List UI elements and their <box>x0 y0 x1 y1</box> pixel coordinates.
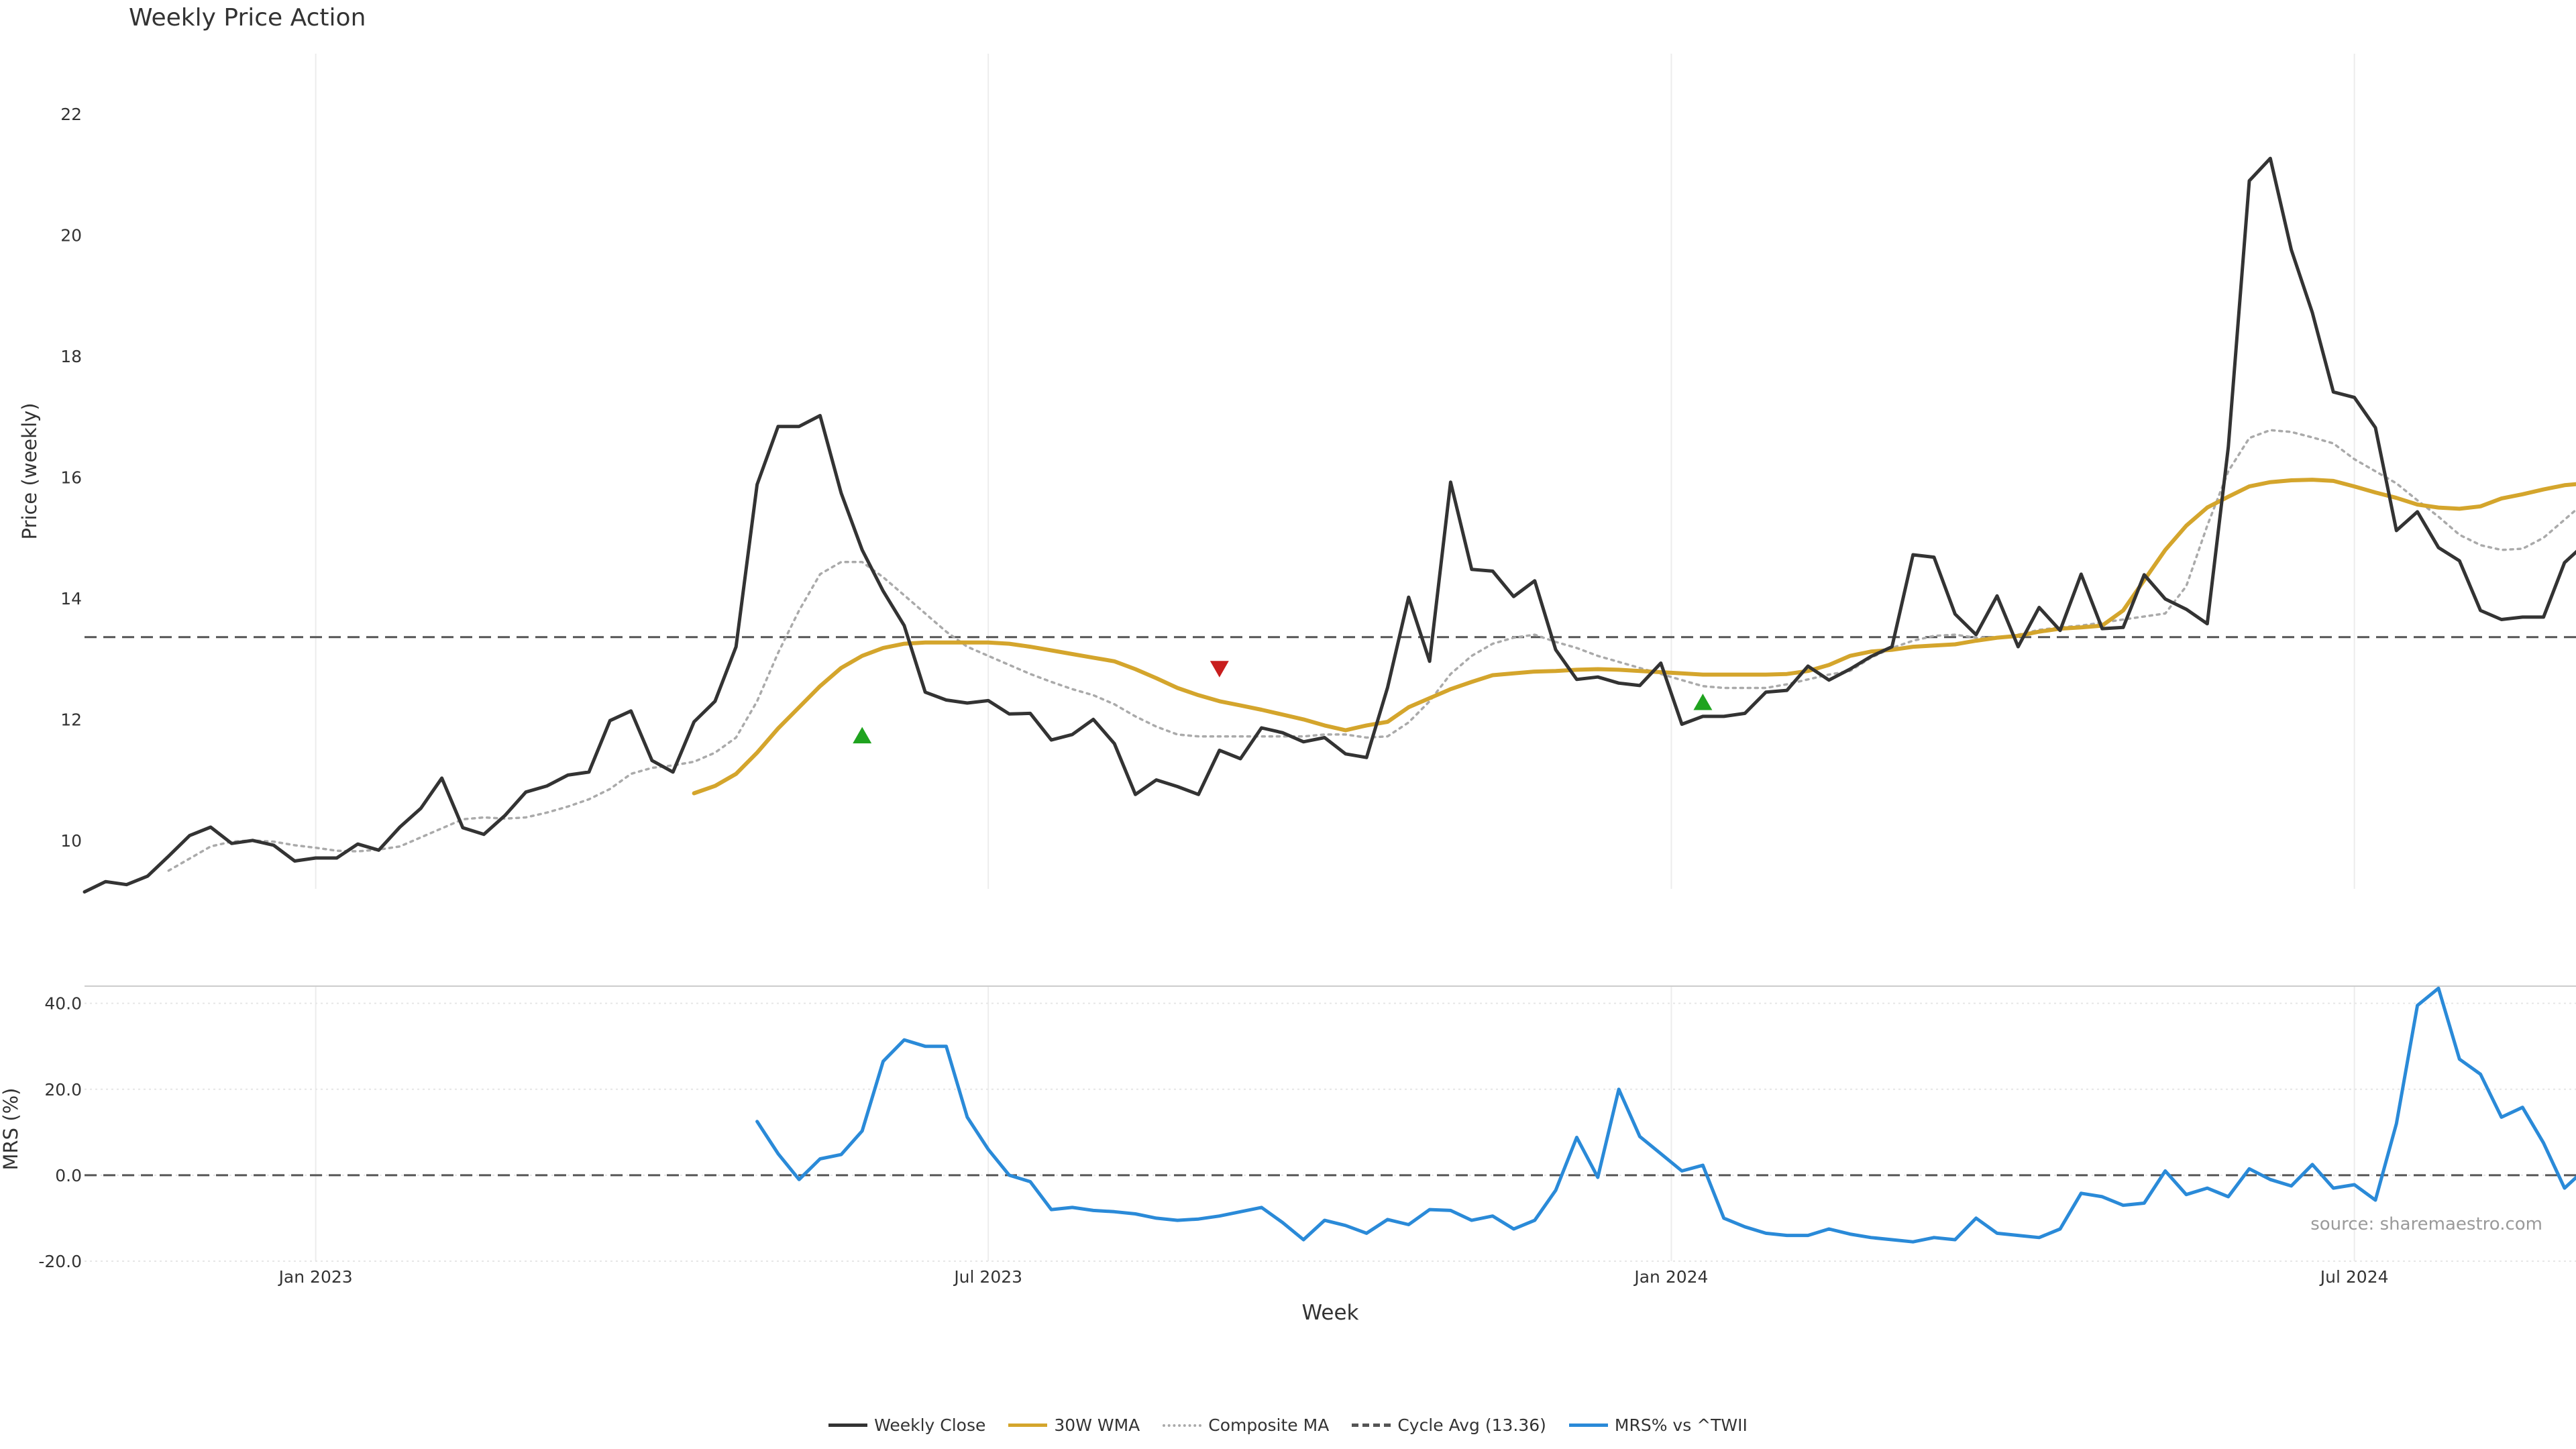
buy-signal-marker <box>853 727 872 744</box>
legend-item: Cycle Avg (13.36) <box>1352 1415 1546 1435</box>
reference-lines <box>85 636 2576 1177</box>
buy-signal-marker <box>1693 694 1713 710</box>
legend-swatch <box>1352 1424 1391 1427</box>
legend-item: Weekly Close <box>828 1415 985 1435</box>
price-y-axis-label: Price (weekly) <box>18 402 41 539</box>
legend-label: 30W WMA <box>1054 1415 1140 1435</box>
price-ytick-label: 12 <box>60 710 82 729</box>
legend-swatch <box>828 1424 868 1427</box>
legend: Weekly Close 30W WMA Composite MA Cycle Avg… <box>0 1415 2576 1435</box>
chart-title: Weekly Price Action <box>129 4 366 32</box>
series-line-30w-wma <box>692 478 2576 796</box>
legend-label: MRS% vs ^TWII <box>1614 1415 1748 1435</box>
price-ytick-label: 20 <box>60 226 82 246</box>
series-lines <box>83 156 2576 1244</box>
legend-swatch <box>1163 1424 1202 1427</box>
series-line-mrs-vs-twii <box>755 986 2576 1244</box>
series-line-composite-ma <box>167 429 2576 872</box>
mrs-ytick-label: -20.0 <box>38 1252 82 1271</box>
legend-label: Composite MA <box>1208 1415 1330 1435</box>
legend-item: Composite MA <box>1163 1415 1329 1435</box>
sell-signal-marker <box>1210 661 1229 678</box>
mrs-ytick-label: 20.0 <box>44 1080 82 1099</box>
legend-label: Cycle Avg (13.36) <box>1397 1415 1546 1435</box>
x-axis-label: Week <box>1302 1301 1359 1325</box>
grid-lines <box>85 54 2576 1262</box>
price-ytick-label: 18 <box>60 347 82 366</box>
x-tick-label: Jan 2023 <box>278 1267 353 1287</box>
price-ytick-label: 22 <box>60 105 82 124</box>
source-annotation: source: sharemaestro.com <box>2310 1214 2542 1234</box>
legend-label: Weekly Close <box>874 1415 986 1435</box>
price-ytick-label: 14 <box>60 589 82 608</box>
signal-markers <box>853 661 1713 744</box>
mrs-ytick-label: 0.0 <box>55 1166 82 1185</box>
x-tick-label: Jul 2023 <box>953 1267 1022 1287</box>
legend-item: 30W WMA <box>1008 1415 1140 1435</box>
legend-item: MRS% vs ^TWII <box>1568 1415 1748 1435</box>
x-tick-label: Jan 2024 <box>1633 1267 1708 1287</box>
legend-swatch <box>1568 1424 1608 1427</box>
x-tick-label: Jul 2024 <box>2319 1267 2389 1287</box>
legend-swatch <box>1008 1424 1048 1427</box>
mrs-y-axis-label: MRS (%) <box>0 1088 22 1171</box>
price-ytick-label: 16 <box>60 468 82 488</box>
axis-labels: 10 12 14 16 18 20 22 40.0 20.0 0.0 -20.0 Jan 2023 Ju… <box>0 105 2542 1325</box>
series-line-weekly-close <box>83 156 2576 894</box>
mrs-ytick-label: 40.0 <box>44 994 82 1014</box>
price-ytick-label: 10 <box>60 831 82 851</box>
